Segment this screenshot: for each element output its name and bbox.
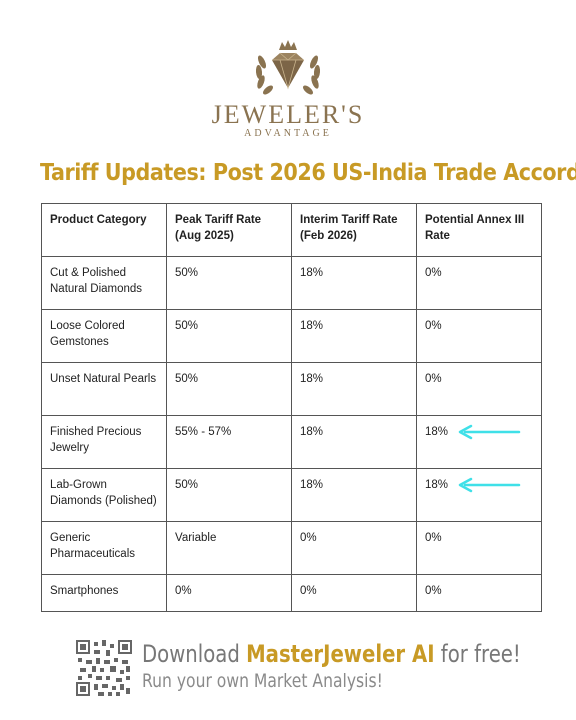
table-cell-value: 18% xyxy=(425,479,449,491)
download-suffix: for free! xyxy=(434,640,521,668)
column-header: Potential Annex III Rate xyxy=(416,203,542,257)
left-arrow-icon xyxy=(458,477,521,493)
table-cell: 50% xyxy=(166,362,292,416)
table-row: Unset Natural Pearls 50% 18% 0% xyxy=(41,362,542,416)
table-cell-highlighted: 18% xyxy=(416,468,542,522)
table-cell: Lab-Grown Diamonds (Polished) xyxy=(41,468,167,522)
crowned-diamond-laurel-logo xyxy=(255,40,321,95)
table-cell: 0% xyxy=(416,362,542,416)
download-promo[interactable]: Download MasterJeweler AI for free! Run … xyxy=(76,640,536,700)
table-cell: 55% - 57% xyxy=(166,415,292,469)
table-header-row: Product Category Peak Tariff Rate (Aug 2… xyxy=(41,203,542,257)
page-title: Tariff Updates: Post 2026 US-India Trade… xyxy=(40,160,576,186)
table-cell: 0% xyxy=(166,574,292,612)
qr-code-icon[interactable] xyxy=(76,640,132,696)
table-row: Cut & Polished Natural Diamonds 50% 18% … xyxy=(41,256,542,310)
tariff-table: Product Category Peak Tariff Rate (Aug 2… xyxy=(41,203,542,612)
table-cell: 18% xyxy=(291,362,417,416)
table-cell: 0% xyxy=(416,521,542,575)
brand-name: JEWELER'S xyxy=(211,100,365,129)
table-cell: 50% xyxy=(166,309,292,363)
table-row: Loose Colored Gemstones 50% 18% 0% xyxy=(41,309,542,363)
download-cta[interactable]: Download MasterJeweler AI for free! xyxy=(142,640,521,668)
table-cell: 18% xyxy=(291,309,417,363)
table-row: Generic Pharmaceuticals Variable 0% 0% xyxy=(41,521,542,575)
table-cell: 0% xyxy=(291,521,417,575)
table-cell: 0% xyxy=(416,309,542,363)
table-cell: Smartphones xyxy=(41,574,167,612)
table-cell: 0% xyxy=(291,574,417,612)
table-row: Finished Precious Jewelry 55% - 57% 18% … xyxy=(41,415,542,469)
app-name: MasterJeweler AI xyxy=(246,640,435,668)
brand-logo: JEWELER'S ADVANTAGE xyxy=(0,38,576,140)
brand-subtitle: ADVANTAGE xyxy=(244,128,332,139)
table-cell: Loose Colored Gemstones xyxy=(41,309,167,363)
table-row: Lab-Grown Diamonds (Polished) 50% 18% 18… xyxy=(41,468,542,522)
column-header: Product Category xyxy=(41,203,167,257)
column-header: Interim Tariff Rate (Feb 2026) xyxy=(291,203,417,257)
table-cell: 18% xyxy=(291,415,417,469)
table-row: Smartphones 0% 0% 0% xyxy=(41,574,542,612)
table-cell: 18% xyxy=(291,256,417,310)
table-cell: 50% xyxy=(166,256,292,310)
tagline: Run your own Market Analysis! xyxy=(142,670,383,692)
table-cell: Finished Precious Jewelry xyxy=(41,415,167,469)
download-prefix: Download xyxy=(142,640,247,668)
table-cell: 0% xyxy=(416,574,542,612)
column-header: Peak Tariff Rate (Aug 2025) xyxy=(166,203,292,257)
left-arrow-icon xyxy=(458,424,521,440)
table-cell: Generic Pharmaceuticals xyxy=(41,521,167,575)
table-cell: Unset Natural Pearls xyxy=(41,362,167,416)
table-cell: Variable xyxy=(166,521,292,575)
table-cell-value: 18% xyxy=(425,426,449,438)
table-cell: Cut & Polished Natural Diamonds xyxy=(41,256,167,310)
table-cell-highlighted: 18% xyxy=(416,415,542,469)
table-cell: 50% xyxy=(166,468,292,522)
table-cell: 18% xyxy=(291,468,417,522)
table-cell: 0% xyxy=(416,256,542,310)
